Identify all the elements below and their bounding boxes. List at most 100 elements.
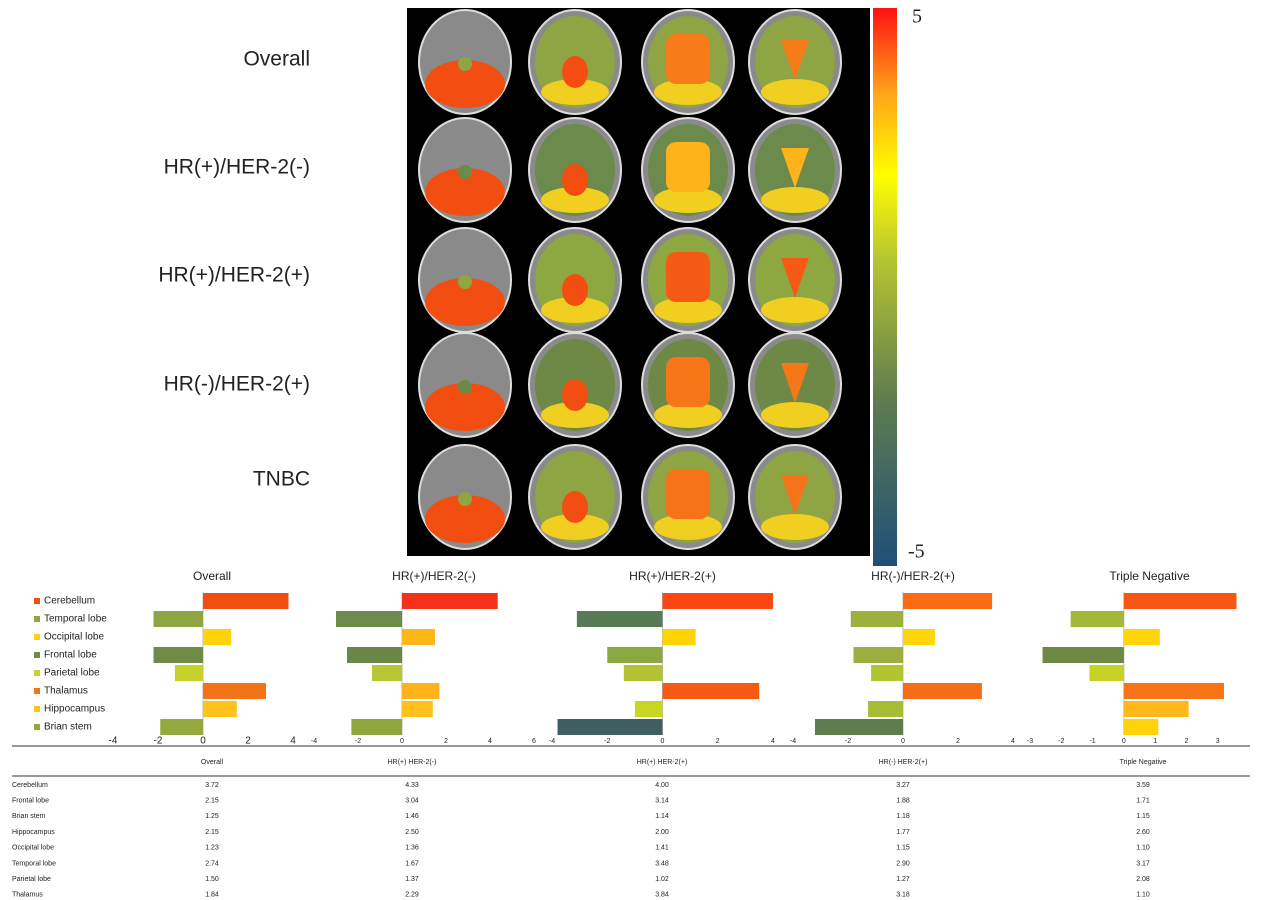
table-header: Triple Negative — [1120, 759, 1167, 766]
bar — [402, 683, 439, 699]
table-cell: 1.46 — [405, 813, 419, 820]
x-tick-label: 3 — [1216, 738, 1220, 745]
table-cell: 1.23 — [205, 845, 219, 852]
row-label: Overall — [243, 48, 310, 71]
bar — [402, 593, 498, 609]
legend-swatch — [34, 634, 40, 640]
x-tick-label: -4 — [549, 738, 555, 745]
bar — [903, 629, 935, 645]
table-cell: 1.15 — [1136, 813, 1150, 820]
bar — [336, 611, 402, 627]
figure: OverallHR(+)/HER-2(-)HR(+)/HER-2(+)HR(-)… — [0, 0, 1263, 900]
x-tick-label: 2 — [956, 738, 960, 745]
bar — [1124, 719, 1158, 735]
x-tick-label: 6 — [532, 738, 536, 745]
bar — [815, 719, 903, 735]
brain-region — [458, 492, 472, 506]
chart-title: HR(+)/HER-2(-) — [392, 569, 476, 583]
table-cell: 1.27 — [896, 876, 910, 883]
bar — [558, 719, 663, 735]
table-cell: 4.00 — [655, 782, 669, 789]
table-cell: 1.88 — [896, 798, 910, 805]
bar — [203, 629, 231, 645]
bar — [903, 593, 992, 609]
table-cell: 2.74 — [205, 860, 219, 867]
table-row-label: Brian stem — [12, 813, 46, 820]
table-row-label: Occipital lobe — [12, 845, 54, 852]
bar — [160, 719, 203, 735]
table-cell: 3.17 — [1136, 860, 1150, 867]
x-tick-label: -4 — [311, 738, 317, 745]
table-cell: 1.41 — [655, 845, 669, 852]
x-tick-label: -2 — [355, 738, 361, 745]
chart-title: Overall — [193, 569, 231, 583]
brain-region — [562, 491, 588, 523]
bar — [203, 593, 289, 609]
table-header: HR(+) HER-2(-) — [388, 759, 437, 766]
table-cell: 1.10 — [1136, 845, 1150, 852]
x-tick-label: -2 — [1058, 738, 1064, 745]
brain-region — [562, 56, 588, 88]
table-cell: 1.36 — [405, 845, 419, 852]
row-label: HR(+)/HER-2(+) — [158, 264, 310, 287]
bar — [663, 629, 696, 645]
x-tick-label: -2 — [845, 738, 851, 745]
table-cell: 4.33 — [405, 782, 419, 789]
legend-label: Thalamus — [44, 686, 88, 697]
x-tick-label: 0 — [901, 738, 905, 745]
chart-title: Triple Negative — [1109, 569, 1190, 583]
row-label: TNBC — [253, 468, 310, 491]
bar — [854, 647, 904, 663]
table-cell: 1.25 — [205, 813, 219, 820]
colorbar — [873, 8, 897, 566]
table-header: HR(+) HER-2(+) — [637, 759, 688, 766]
x-tick-label: 4 — [290, 736, 296, 747]
table-row-label: Frontal lobe — [12, 798, 49, 805]
x-tick-label: -2 — [154, 736, 163, 747]
table-cell: 3.84 — [655, 892, 669, 899]
table-cell: 2.15 — [205, 829, 219, 836]
bar — [577, 611, 663, 627]
table-cell: 1.77 — [896, 829, 910, 836]
bar — [1124, 593, 1237, 609]
colorbar-min-label: -5 — [908, 541, 925, 563]
chart-title: HR(+)/HER-2(+) — [629, 569, 716, 583]
table-cell: 3.04 — [405, 798, 419, 805]
x-tick-label: -3 — [1027, 738, 1033, 745]
table-header: Overall — [201, 759, 224, 766]
brain-region — [458, 165, 472, 179]
table-cell: 1.84 — [205, 892, 219, 899]
x-tick-label: 2 — [1184, 738, 1188, 745]
x-tick-label: 4 — [488, 738, 492, 745]
table-cell: 1.71 — [1136, 798, 1150, 805]
x-tick-label: 0 — [661, 738, 665, 745]
legend-label: Cerebellum — [44, 596, 95, 607]
bar — [203, 683, 266, 699]
table-cell: 2.29 — [405, 892, 419, 899]
table-cell: 3.18 — [896, 892, 910, 899]
x-tick-label: 2 — [444, 738, 448, 745]
x-tick-label: 1 — [1153, 738, 1157, 745]
bar — [1124, 701, 1189, 717]
x-tick-label: -2 — [604, 738, 610, 745]
bar — [871, 665, 903, 681]
table-row-label: Thalamus — [12, 892, 43, 899]
table-cell: 2.90 — [896, 860, 910, 867]
bar — [1089, 665, 1123, 681]
x-tick-label: 4 — [1011, 738, 1015, 745]
table-row-label: Hippocampus — [12, 829, 55, 836]
x-tick-label: -4 — [790, 738, 796, 745]
brain-region — [458, 380, 472, 394]
table-row-label: Cerebellum — [12, 782, 48, 789]
bar — [624, 665, 663, 681]
bar — [203, 701, 237, 717]
brain-region — [761, 297, 829, 323]
table-cell: 3.48 — [655, 860, 669, 867]
legend-swatch — [34, 688, 40, 694]
bar — [663, 683, 760, 699]
brain-region — [666, 357, 710, 407]
bar — [1043, 647, 1124, 663]
brain-region — [562, 274, 588, 306]
table-cell: 2.50 — [405, 829, 419, 836]
x-tick-label: 0 — [1122, 738, 1126, 745]
